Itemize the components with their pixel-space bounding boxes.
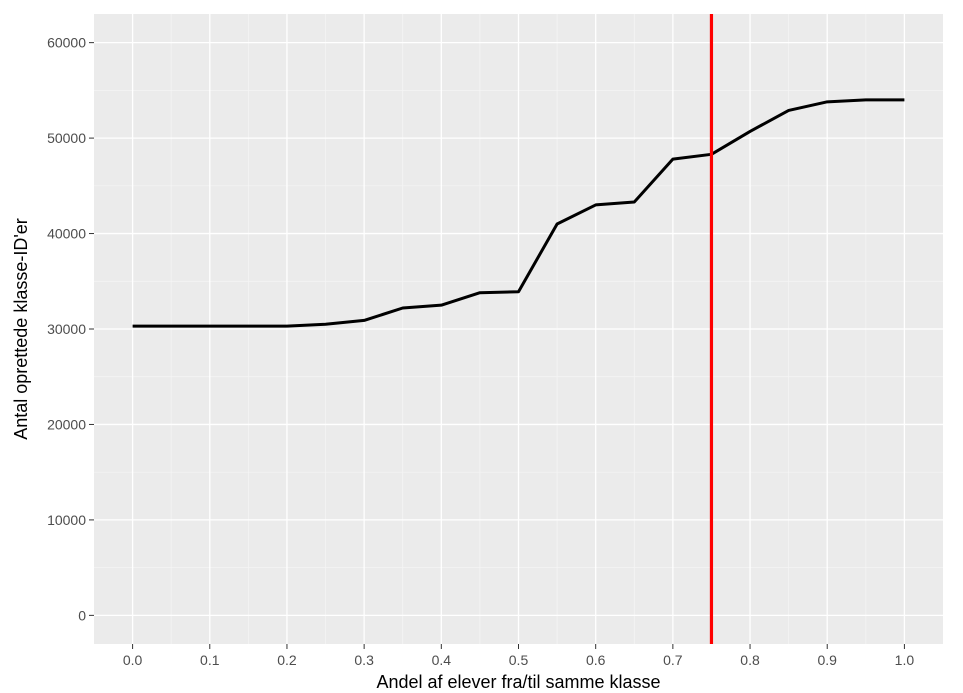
series-layer [132,98,905,328]
x-tick-label: 0.7 [663,652,683,668]
y-axis-title: Antal oprettede klasse-ID'er [11,218,31,440]
y-tick-label: 0 [78,607,86,623]
x-tick-label: 0.3 [354,652,374,668]
x-tick-label: 0.1 [200,652,220,668]
y-tick-label: 10000 [47,512,86,528]
y-tick-label: 40000 [47,226,86,242]
x-tick-label: 0.9 [817,652,837,668]
x-tick-label: 0.8 [740,652,760,668]
series-line [132,98,905,328]
x-axis: 0.0 0.1 0.2 0.3 0.4 0.5 0.6 0.7 0.8 0.9 1.0 [123,644,914,668]
x-tick-label: 0.2 [277,652,297,668]
y-tick-label: 50000 [47,130,86,146]
x-tick-label: 0.5 [509,652,529,668]
x-tick-label: 0.4 [432,652,452,668]
y-axis: 0 10000 20000 30000 40000 50000 60000 [47,35,94,623]
x-tick-label: 0.0 [123,652,143,668]
x-axis-title: Andel af elever fra/til samme klasse [376,672,660,692]
x-tick-label: 1.0 [895,652,915,668]
y-tick-label: 20000 [47,416,86,432]
grid-major [94,14,943,644]
y-tick-label: 30000 [47,321,86,337]
y-tick-label: 60000 [47,35,86,51]
x-tick-label: 0.6 [586,652,606,668]
